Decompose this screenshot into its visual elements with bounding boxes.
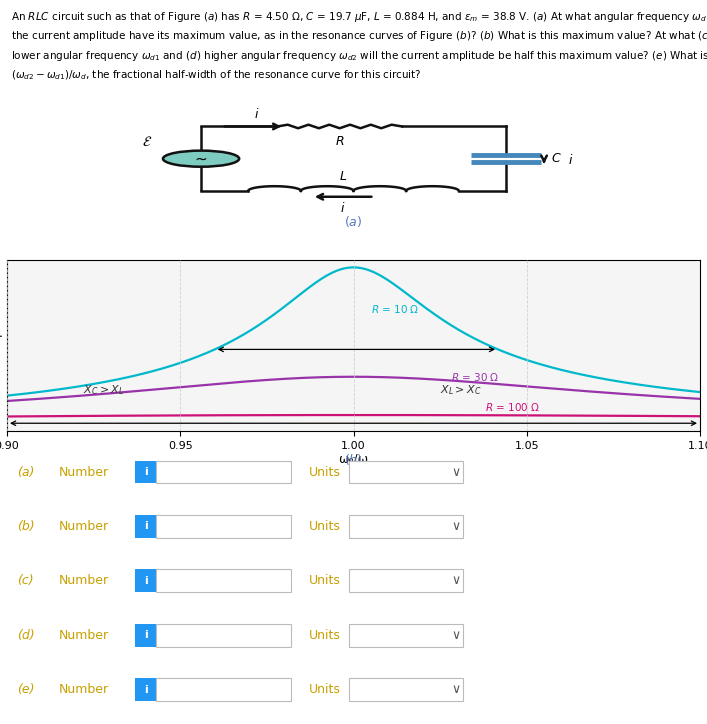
Text: the current amplitude have its maximum value, as in the resonance curves of Figu: the current amplitude have its maximum v…	[11, 29, 707, 43]
Y-axis label: Current amplitude I: Current amplitude I	[0, 291, 3, 400]
Text: Units: Units	[308, 683, 340, 696]
Text: $L$: $L$	[339, 170, 347, 183]
Text: $i$: $i$	[568, 153, 573, 167]
Text: (c): (c)	[18, 574, 34, 587]
Text: Units: Units	[308, 466, 340, 479]
FancyBboxPatch shape	[135, 515, 156, 538]
FancyBboxPatch shape	[135, 569, 156, 592]
Text: $R$ = 10 $\Omega$: $R$ = 10 $\Omega$	[370, 303, 419, 316]
X-axis label: ω₀/ω: ω₀/ω	[339, 452, 368, 466]
Text: i: i	[144, 521, 148, 531]
Text: ∨: ∨	[452, 520, 460, 533]
FancyBboxPatch shape	[135, 624, 156, 647]
FancyBboxPatch shape	[156, 624, 291, 647]
Text: i: i	[144, 630, 148, 640]
Text: $X_C > X_L$: $X_C > X_L$	[83, 384, 124, 397]
FancyBboxPatch shape	[135, 460, 156, 484]
FancyBboxPatch shape	[349, 569, 463, 592]
Text: ∨: ∨	[452, 574, 460, 587]
Text: (b): (b)	[18, 520, 35, 533]
Text: $R$ = 30 $\Omega$: $R$ = 30 $\Omega$	[450, 371, 499, 383]
Text: $(\omega_{d2} - \omega_{d1})/\omega_d$, the fractional half-width of the resonan: $(\omega_{d2} - \omega_{d1})/\omega_d$, …	[11, 68, 421, 82]
FancyBboxPatch shape	[156, 515, 291, 538]
Text: i: i	[144, 467, 148, 477]
Text: ~: ~	[194, 151, 207, 167]
Text: Units: Units	[308, 574, 340, 587]
FancyBboxPatch shape	[349, 515, 463, 538]
Text: $(b)$: $(b)$	[344, 452, 363, 467]
FancyBboxPatch shape	[156, 678, 291, 701]
Text: Number: Number	[59, 466, 109, 479]
Text: Number: Number	[59, 628, 109, 641]
Text: $\mathcal{E}$: $\mathcal{E}$	[142, 135, 153, 149]
Text: (e): (e)	[18, 683, 35, 696]
Text: $X_L > X_C$: $X_L > X_C$	[440, 384, 481, 397]
Text: lower angular frequency $\omega_{d1}$ and $(d)$ higher angular frequency $\omega: lower angular frequency $\omega_{d1}$ an…	[11, 49, 707, 62]
Text: Number: Number	[59, 520, 109, 533]
Text: Number: Number	[59, 574, 109, 587]
Text: i: i	[144, 685, 148, 694]
Text: Units: Units	[308, 520, 340, 533]
Text: An $RLC$ circuit such as that of Figure $(a)$ has $R$ = 4.50 $\Omega$, $C$ = 19.: An $RLC$ circuit such as that of Figure …	[11, 9, 707, 24]
FancyBboxPatch shape	[135, 678, 156, 701]
FancyBboxPatch shape	[156, 569, 291, 592]
Text: Number: Number	[59, 683, 109, 696]
Circle shape	[163, 151, 239, 167]
Text: Units: Units	[308, 628, 340, 641]
FancyBboxPatch shape	[349, 460, 463, 484]
Text: (a): (a)	[18, 466, 35, 479]
FancyBboxPatch shape	[156, 460, 291, 484]
Text: $i$: $i$	[254, 107, 259, 122]
Text: $R$ = 100 $\Omega$: $R$ = 100 $\Omega$	[485, 400, 540, 413]
FancyBboxPatch shape	[349, 678, 463, 701]
Text: ∨: ∨	[452, 466, 460, 479]
Text: (d): (d)	[18, 628, 35, 641]
Text: $(a)$: $(a)$	[344, 214, 363, 229]
Text: $i$: $i$	[340, 201, 346, 215]
Text: ∨: ∨	[452, 683, 460, 696]
FancyBboxPatch shape	[349, 624, 463, 647]
Text: $C$: $C$	[551, 152, 561, 165]
Text: i: i	[144, 576, 148, 586]
Text: ∨: ∨	[452, 628, 460, 641]
Text: $R$: $R$	[335, 135, 344, 148]
